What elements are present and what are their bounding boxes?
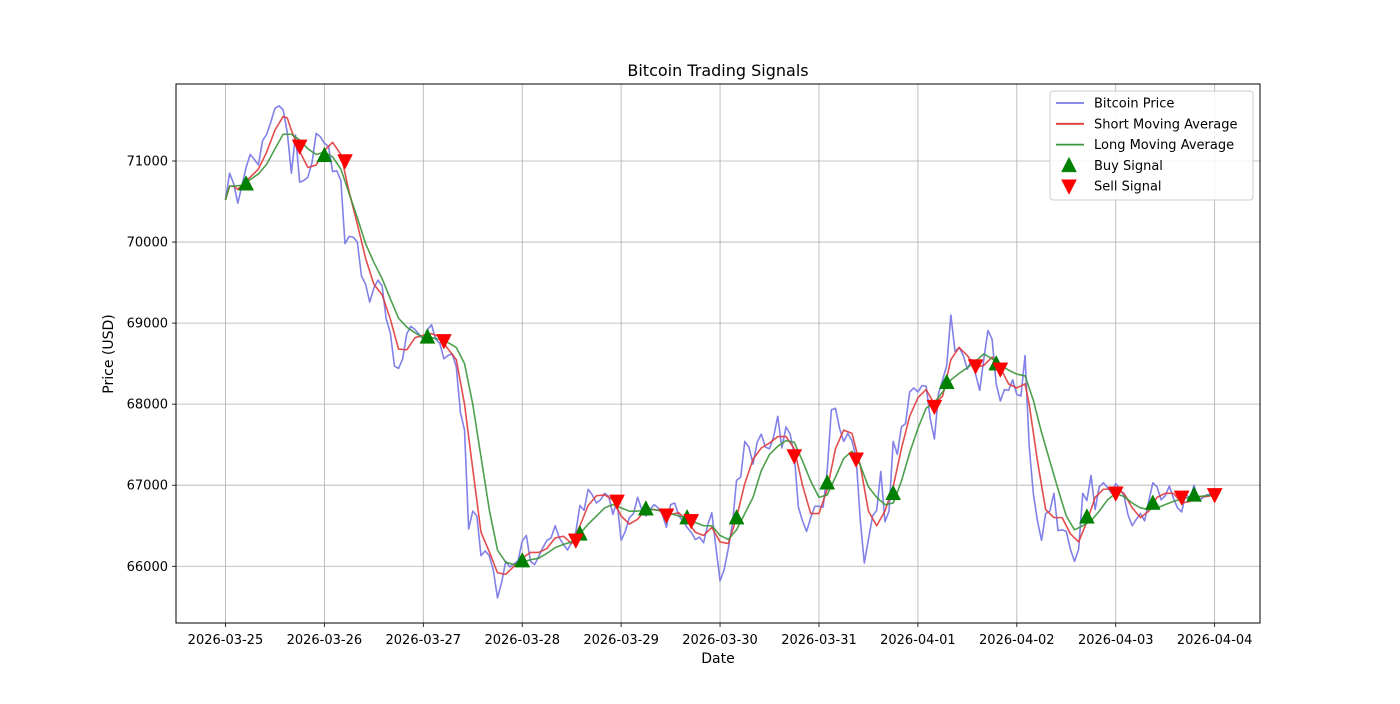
buy-signal-marker [885,484,902,501]
x-axis-label: Date [701,651,734,667]
sell-signal-marker [609,494,625,511]
sell-signal-marker [658,508,675,524]
legend-label: Long Moving Average [1094,138,1234,153]
legend-item: Sell Signal [1061,179,1162,195]
sell-signal-marker [926,399,943,416]
x-tick-label: 2026-03-25 [188,633,264,648]
legend-label: Short Moving Average [1094,117,1238,132]
buy-signal-marker [419,328,436,344]
series-lines [224,105,1215,599]
sell-signal-marker [1206,488,1223,504]
sell-signal-marker [683,514,700,530]
sell-signal-marker [337,154,353,170]
y-tick-label: 70000 [127,236,168,251]
sell-signal-marker [848,452,864,468]
sell-signal-marker [1107,486,1124,502]
axes: 2026-03-25 2026-03-26 2026-03-27 2026-03-28… [127,155,1253,649]
chart-title: Bitcoin Trading Signals [627,61,808,80]
legend-box [1049,90,1254,201]
legend-label: Sell Signal [1094,180,1162,195]
sell-signal-marker [786,449,803,465]
x-tick-label: 2026-03-26 [287,633,363,648]
x-tick-label: 2026-03-30 [682,633,758,648]
long-ma-line [224,133,1215,566]
plot-frame [175,83,1261,624]
y-tick-label: 66000 [127,560,168,575]
short-ma-line [224,115,1215,576]
legend-item: Bitcoin Price [1056,97,1174,112]
legend-item: Buy Signal [1061,156,1163,174]
legend-item: Short Moving Average [1056,117,1238,132]
price-line [224,105,1215,599]
buy-signal-marker [1079,508,1095,524]
sell-signal-marker [1173,490,1190,506]
buy-signal-marker [728,509,745,525]
buy-signal-marker [316,146,333,163]
x-tick-label: 2026-03-27 [386,633,462,648]
buy-signal-marker [1186,486,1202,502]
legend-label: Bitcoin Price [1094,97,1174,112]
signal-markers [238,139,1223,568]
buy-signal-marker [938,373,955,390]
x-tick-label: 2026-04-02 [979,633,1055,648]
x-tick-label: 2026-03-29 [583,633,659,648]
y-tick-label: 67000 [127,479,168,494]
y-tick-label: 68000 [127,398,168,413]
legend-sell-marker [1061,179,1077,195]
x-tick-label: 2026-03-31 [781,633,857,648]
y-tick-label: 69000 [127,317,168,332]
sell-signal-marker [291,139,308,156]
buy-signal-marker [637,500,654,516]
buy-signal-marker [238,175,254,191]
x-tick-label: 2026-04-01 [880,633,956,648]
x-tick-label: 2026-04-03 [1078,633,1154,648]
legend-label: Buy Signal [1094,159,1163,174]
sell-signal-marker [967,359,984,375]
chart-legend: Bitcoin Price Short Moving Average Long Mo… [1049,90,1254,201]
x-tick-label: 2026-03-28 [484,633,560,648]
legend-item: Long Moving Average [1056,138,1234,153]
buy-signal-marker [514,551,531,568]
buy-signal-marker [819,474,836,490]
sell-signal-marker [567,533,584,549]
legend-buy-marker [1061,156,1077,173]
y-tick-label: 71000 [127,155,168,170]
x-tick-label: 2026-04-04 [1177,633,1253,648]
sell-signal-marker [436,334,452,350]
buy-signal-marker [1144,494,1161,510]
y-axis-label: Price (USD) [101,314,117,393]
sell-signal-marker [992,362,1009,378]
